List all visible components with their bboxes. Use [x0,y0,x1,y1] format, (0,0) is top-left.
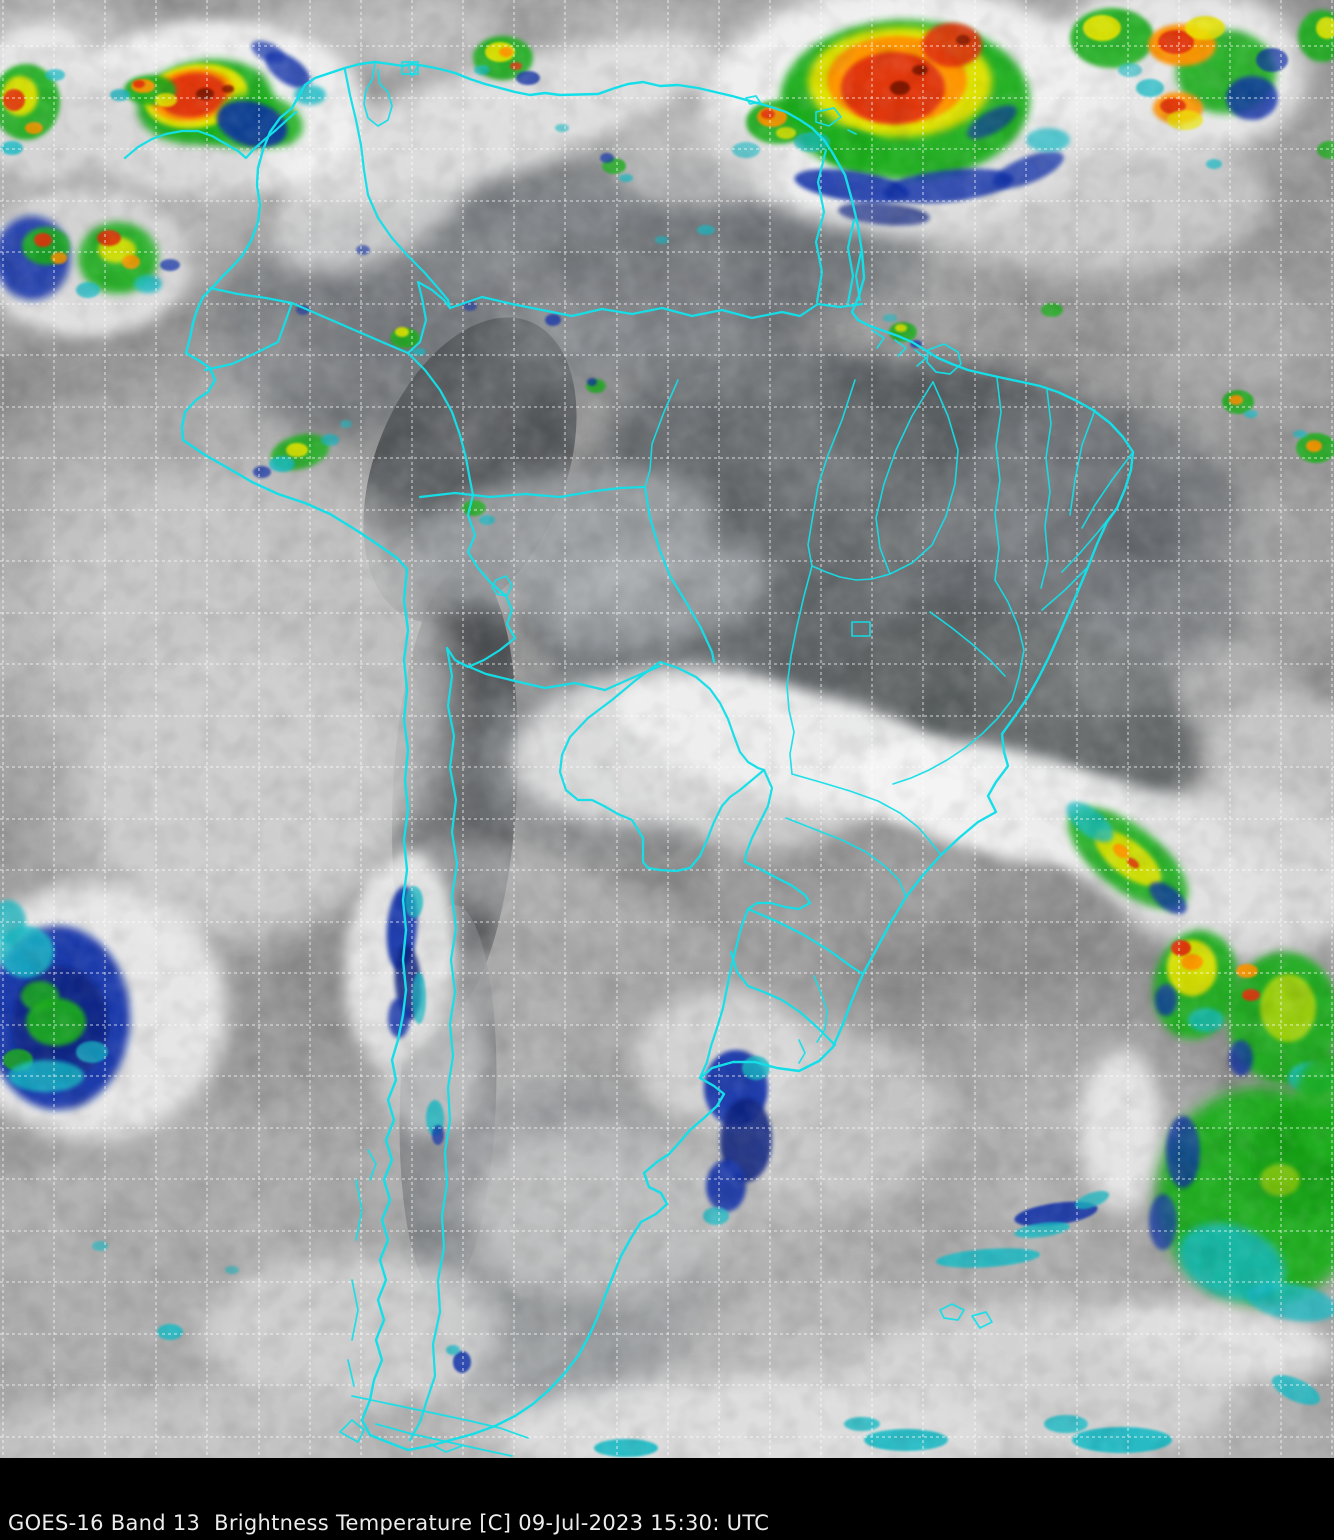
caption-text: GOES-16 Band 13 Brightness Temperature [… [8,1511,770,1535]
caption-bar: GOES-16 Band 13 Brightness Temperature [… [0,1458,1334,1540]
